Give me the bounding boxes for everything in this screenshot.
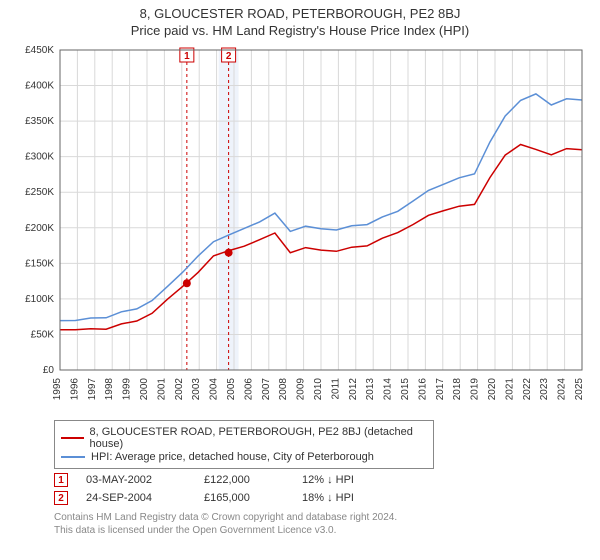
table-row: 1 03-MAY-2002 £122,000 12% ↓ HPI <box>54 473 584 487</box>
svg-text:2011: 2011 <box>330 378 341 400</box>
sale-marker-icon: 1 <box>54 473 68 487</box>
legend: 8, GLOUCESTER ROAD, PETERBOROUGH, PE2 8B… <box>54 420 434 469</box>
svg-text:2004: 2004 <box>209 378 220 401</box>
svg-text:2010: 2010 <box>313 378 324 401</box>
legend-swatch <box>61 456 85 458</box>
footer-licence: This data is licensed under the Open Gov… <box>54 524 584 537</box>
svg-text:2024: 2024 <box>557 378 568 401</box>
svg-text:£350K: £350K <box>25 116 54 127</box>
legend-item: HPI: Average price, detached house, City… <box>61 451 427 463</box>
svg-text:2012: 2012 <box>348 378 359 401</box>
sale-date: 03-MAY-2002 <box>86 474 186 486</box>
svg-text:£300K: £300K <box>25 152 54 163</box>
svg-text:£450K: £450K <box>25 45 54 56</box>
svg-text:1998: 1998 <box>104 378 115 401</box>
legend-swatch <box>61 437 84 439</box>
svg-text:2020: 2020 <box>487 378 498 401</box>
sale-marker-icon: 2 <box>54 491 68 505</box>
svg-text:£200K: £200K <box>25 223 54 234</box>
svg-text:£250K: £250K <box>25 187 54 198</box>
svg-text:£50K: £50K <box>31 329 55 340</box>
sale-vs-hpi: 12% ↓ HPI <box>302 474 412 486</box>
svg-text:2013: 2013 <box>365 378 376 401</box>
page-title-line1: 8, GLOUCESTER ROAD, PETERBOROUGH, PE2 8B… <box>8 6 592 21</box>
svg-text:£0: £0 <box>43 365 55 376</box>
svg-text:2023: 2023 <box>539 378 550 401</box>
svg-text:2025: 2025 <box>574 378 585 401</box>
svg-text:2017: 2017 <box>435 378 446 401</box>
svg-text:1997: 1997 <box>87 378 98 401</box>
svg-text:2016: 2016 <box>417 378 428 401</box>
svg-text:2014: 2014 <box>383 378 394 401</box>
svg-text:2015: 2015 <box>400 378 411 401</box>
sale-vs-hpi: 18% ↓ HPI <box>302 492 412 504</box>
svg-text:2006: 2006 <box>243 378 254 401</box>
sale-price: £122,000 <box>204 474 284 486</box>
table-row: 2 24-SEP-2004 £165,000 18% ↓ HPI <box>54 491 584 505</box>
footer-copyright: Contains HM Land Registry data © Crown c… <box>54 511 584 524</box>
chart-svg: £0 £50K £100K £150K £200K £250K £300K £350K £400… <box>8 44 592 414</box>
sale-price: £165,000 <box>204 492 284 504</box>
price-chart: £0 £50K £100K £150K £200K £250K £300K £350K £400… <box>8 44 592 414</box>
svg-text:£400K: £400K <box>25 81 54 92</box>
svg-text:2007: 2007 <box>261 378 272 401</box>
svg-text:1: 1 <box>184 51 190 62</box>
svg-text:2008: 2008 <box>278 378 289 401</box>
page-title-line2: Price paid vs. HM Land Registry's House … <box>8 23 592 38</box>
legend-label: 8, GLOUCESTER ROAD, PETERBOROUGH, PE2 8B… <box>90 426 428 450</box>
svg-text:2021: 2021 <box>504 378 515 401</box>
svg-text:1999: 1999 <box>122 378 133 401</box>
svg-text:2005: 2005 <box>226 378 237 401</box>
svg-text:2: 2 <box>226 51 232 62</box>
svg-text:2018: 2018 <box>452 378 463 401</box>
svg-text:£150K: £150K <box>25 258 54 269</box>
legend-label: HPI: Average price, detached house, City… <box>91 451 374 463</box>
legend-item: 8, GLOUCESTER ROAD, PETERBOROUGH, PE2 8B… <box>61 426 427 450</box>
svg-text:2009: 2009 <box>296 378 307 401</box>
svg-text:1995: 1995 <box>52 378 63 401</box>
svg-text:2002: 2002 <box>174 378 185 401</box>
svg-text:2000: 2000 <box>139 378 150 401</box>
svg-text:2001: 2001 <box>156 378 167 401</box>
sales-table: 1 03-MAY-2002 £122,000 12% ↓ HPI 2 24-SE… <box>54 473 584 505</box>
svg-text:1996: 1996 <box>69 378 80 401</box>
svg-text:2019: 2019 <box>470 378 481 401</box>
svg-text:2003: 2003 <box>191 378 202 401</box>
svg-text:2022: 2022 <box>522 378 533 401</box>
svg-text:£100K: £100K <box>25 294 54 305</box>
footer: Contains HM Land Registry data © Crown c… <box>54 511 584 537</box>
sale-date: 24-SEP-2004 <box>86 492 186 504</box>
